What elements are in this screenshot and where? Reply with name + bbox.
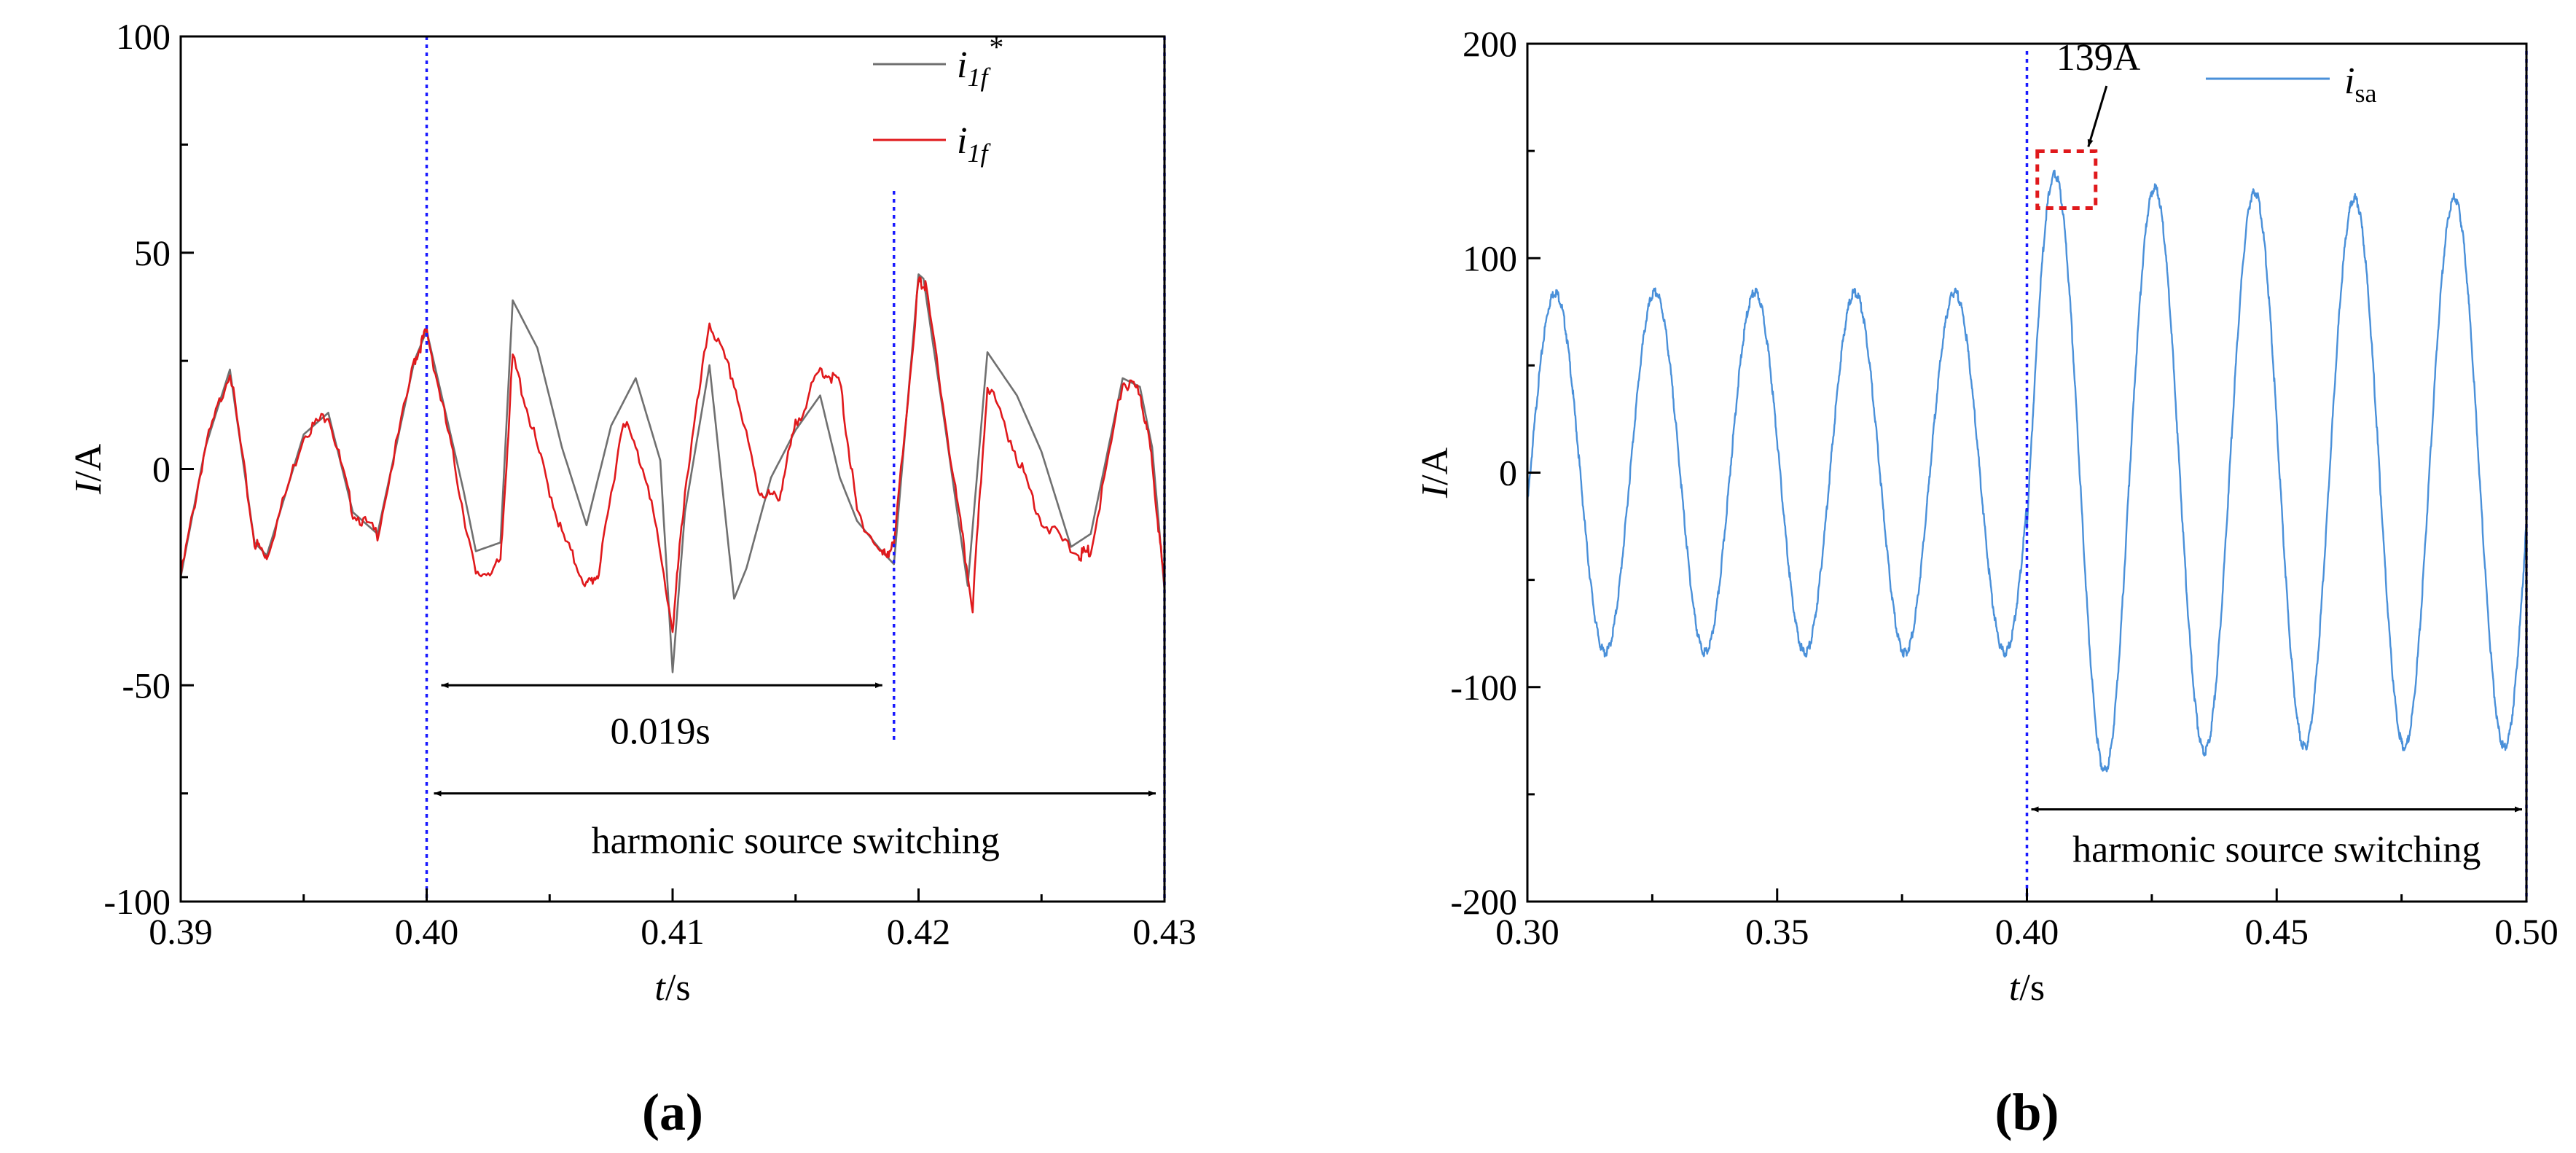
series-i1f-star [179,273,1166,673]
y-axis-label-b: I/A [1414,447,1456,499]
y-tick-label: 0 [1499,453,1517,493]
series-isa [1526,169,2528,773]
y-ticks-a: -100 -50 0 50 100 [103,16,194,922]
y-tick-label: -100 [1450,667,1517,708]
peak-highlight-box [2035,149,2098,210]
y-tick-label: 0 [152,449,171,490]
peak-arrow [2087,85,2108,147]
panel-label-b: (b) [1995,1083,2059,1141]
chart-panel-b: 0.30 0.35 0.40 0.45 0.50 -200 -100 0 100 200 t/s… [1414,23,2559,1141]
vertical-markers-a [425,36,1166,902]
x-tick-label: 0.40 [395,911,459,952]
series-line [179,273,1166,673]
y-axis-label-italic-b: I [1414,483,1456,499]
y-tick-label: -50 [122,665,171,706]
annotations-b: 139A harmonic source switching [2031,37,2522,870]
series-i1f [179,276,1166,633]
x-axis-label-unit-a: /s [665,967,691,1009]
x-tick-label: 0.41 [641,911,705,952]
x-tick-label: 0.35 [1745,911,1809,952]
x-ticks-a: 0.39 0.40 0.41 0.42 0.43 [149,888,1197,952]
x-tick-label: 0.45 [2245,911,2309,952]
legend-a: i1f* i1f [873,31,1002,168]
y-tick-label: 50 [134,232,171,273]
x-axis-label-italic-b: t [2009,967,2021,1009]
y-tick-label: -100 [103,881,171,922]
annotation-139a: 139A [2056,37,2141,79]
series-line [179,276,1166,633]
x-tick-label: 0.30 [1495,911,1559,952]
annotation-0019s: 0.019s [611,711,710,752]
plot-frame-a [179,35,1166,903]
legend-i1f-base: i [957,120,967,162]
legend-label-i1f-star: i1f* [957,31,1002,92]
legend-i1f-star-sup: * [987,31,1002,63]
y-ticks-b: -200 -100 0 100 200 [1450,23,1540,922]
legend-label-i1f: i1f [957,120,991,168]
x-tick-label: 0.50 [2494,911,2559,952]
x-tick-label: 0.40 [1995,911,2059,952]
legend-isa-base: i [2344,60,2354,102]
x-tick-label: 0.43 [1132,911,1197,952]
x-axis-label-a: t/s [654,967,690,1009]
y-axis-label-unit-b: /A [1414,447,1456,485]
chart-panel-a: 0.39 0.40 0.41 0.42 0.43 -100 -50 0 50 100 t/s I… [68,16,1197,1141]
vertical-markers-b [2025,51,2528,902]
y-tick-label: 100 [1463,238,1517,278]
x-ticks-b: 0.30 0.35 0.40 0.45 0.50 [1495,888,2559,952]
legend-isa-sub: sa [2354,79,2376,108]
panel-label-a: (a) [642,1083,703,1141]
x-tick-label: 0.42 [887,911,951,952]
legend-i1f-sub: 1f [967,138,991,168]
series-line [1526,169,2528,773]
annotation-harmonic-switching-a: harmonic source switching [592,821,1000,862]
legend-i1f-star-base: i [957,44,967,86]
y-tick-label: -200 [1450,881,1517,922]
y-tick-label: 200 [1463,23,1517,64]
x-axis-label-italic-a: t [654,967,666,1009]
annotation-harmonic-switching-b: harmonic source switching [2072,829,2481,870]
y-axis-label-a: I/A [68,443,109,495]
y-axis-label-unit-a: /A [68,443,109,481]
annotations-a: 0.019s harmonic source switching [434,682,1156,862]
x-axis-label-b: t/s [2009,967,2045,1009]
x-axis-label-unit-b: /s [2019,967,2045,1009]
y-tick-label: 100 [116,16,171,57]
legend-b: isa [2206,60,2376,108]
legend-i1f-star-sub: 1f [967,63,991,92]
x-tick-label: 0.39 [149,911,213,952]
legend-label-isa: isa [2344,60,2376,108]
y-axis-label-italic-a: I [68,480,109,495]
